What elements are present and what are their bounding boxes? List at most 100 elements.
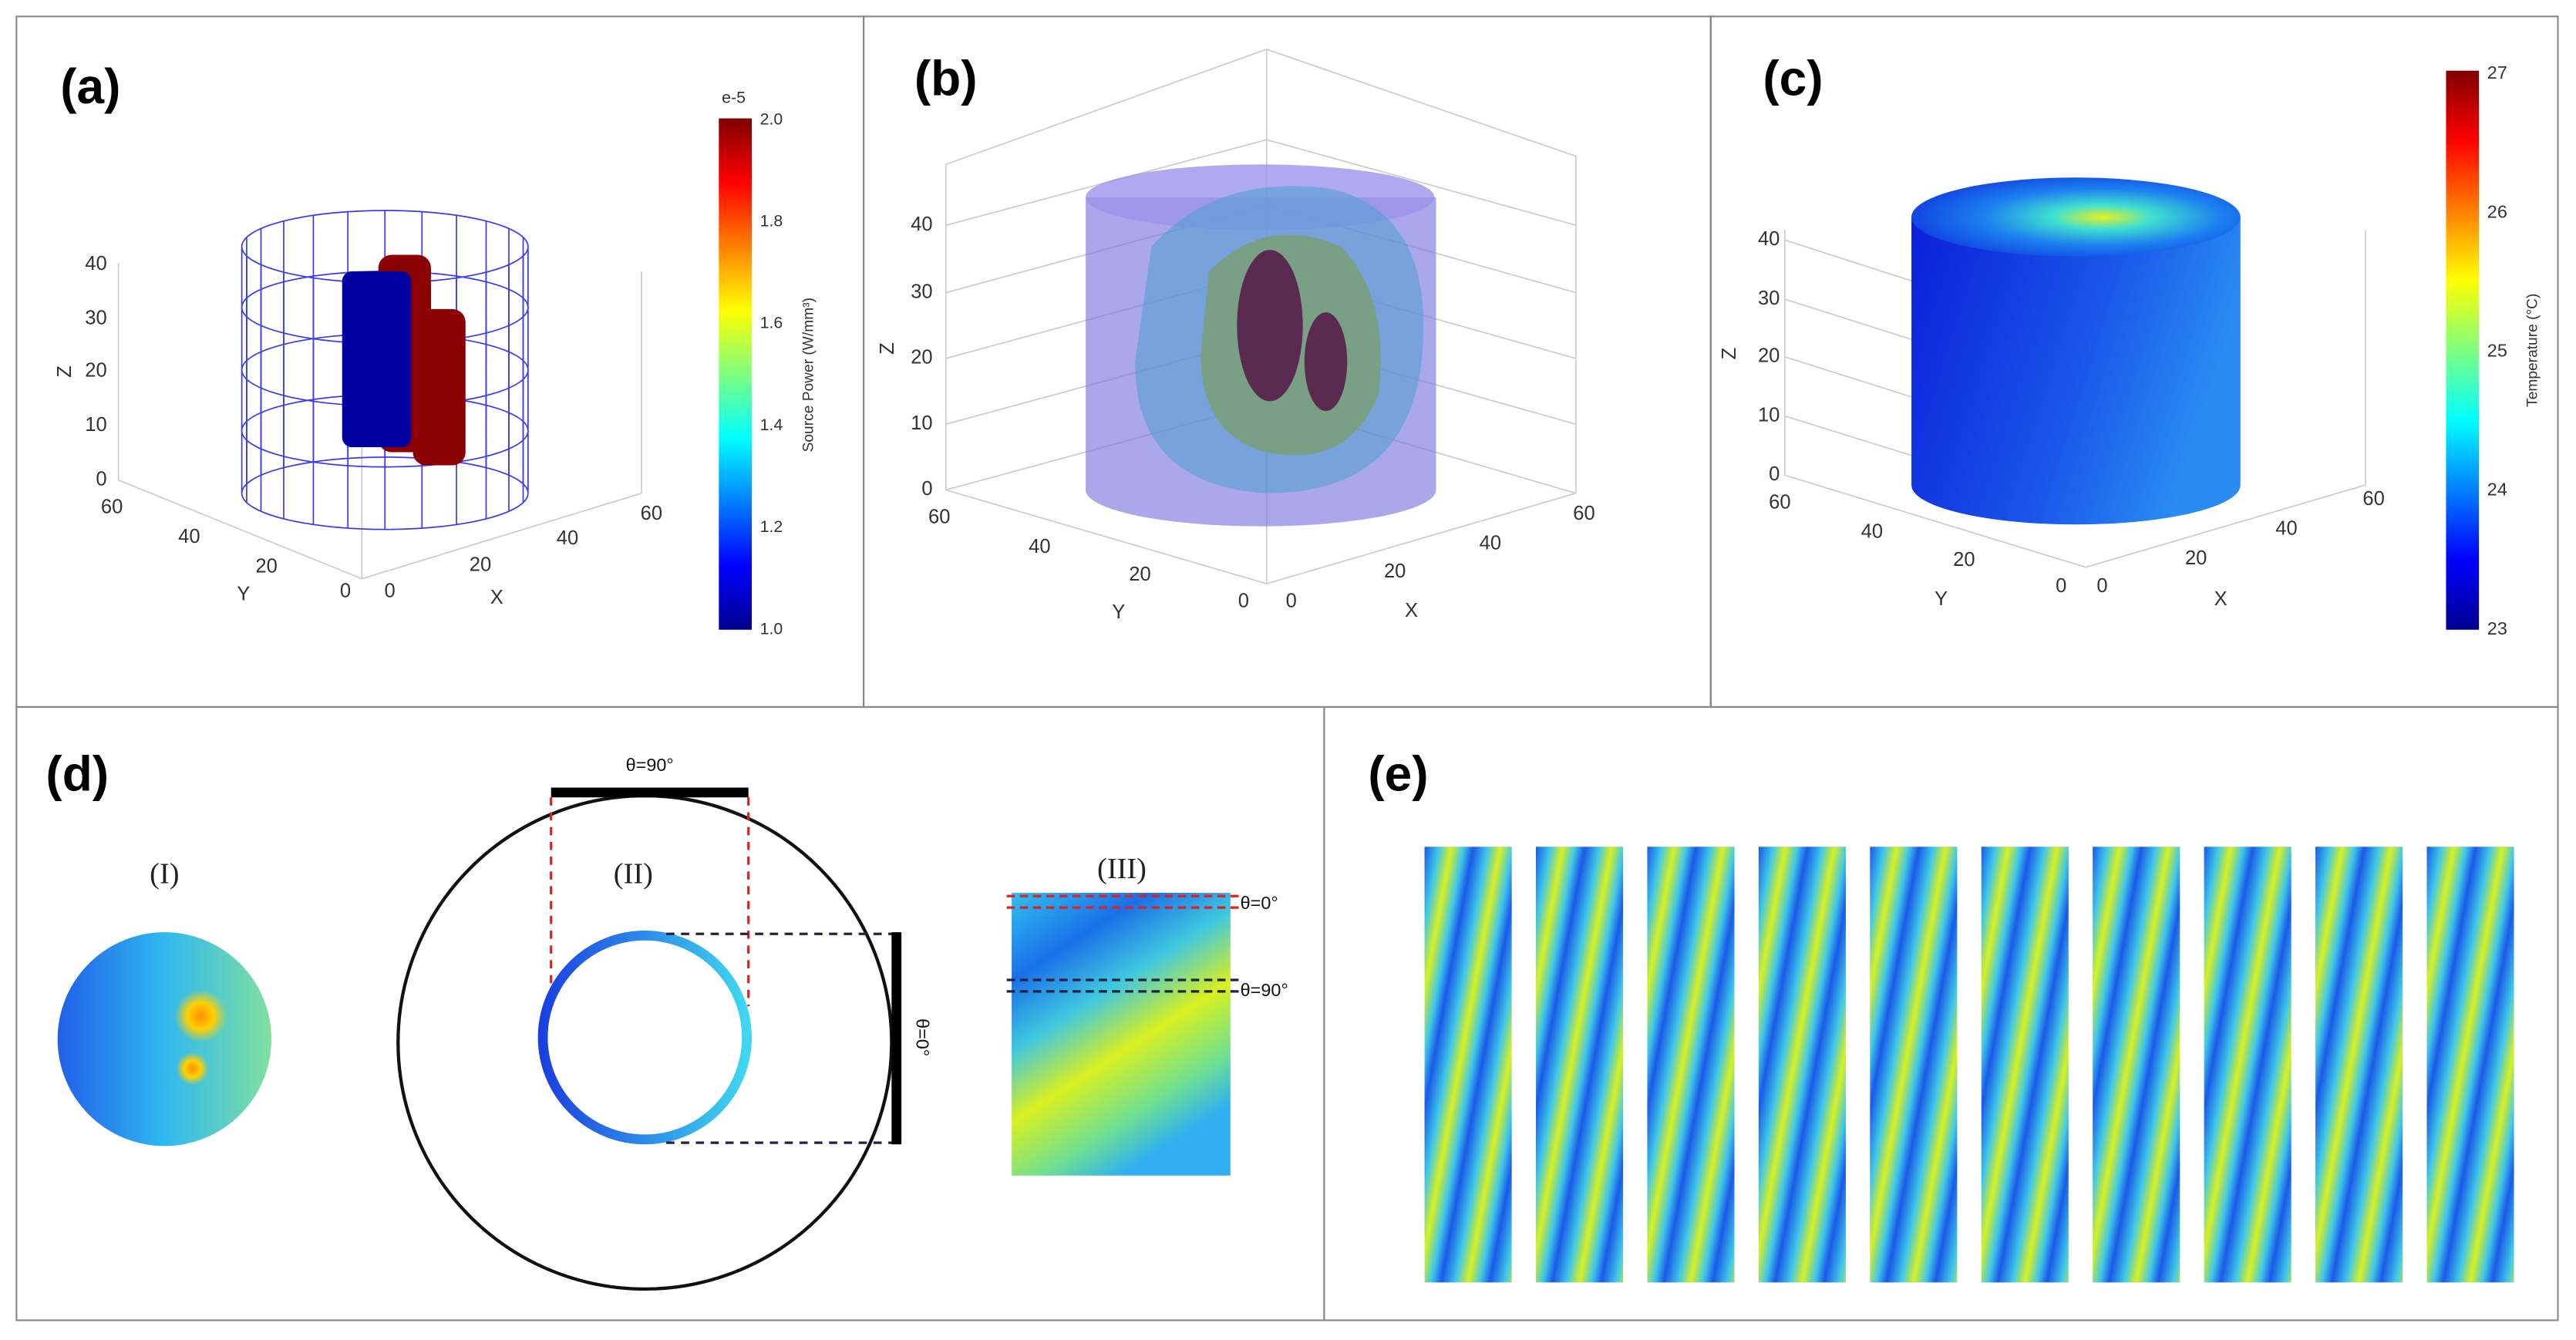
tile [2093, 847, 2180, 1283]
tile [2204, 847, 2291, 1283]
text: 20 [1384, 561, 1406, 582]
text: Y [1935, 588, 1948, 610]
text: θ=0° [1241, 893, 1278, 913]
text: (e) [1368, 746, 1428, 802]
text: 30 [1758, 288, 1780, 309]
tile [2315, 847, 2403, 1283]
text: 1.6 [760, 314, 783, 332]
text: (I) [150, 857, 179, 890]
text: 0 [2096, 575, 2107, 597]
text: 0 [96, 468, 106, 490]
text: (III) [1097, 853, 1147, 885]
text: 60 [2362, 488, 2384, 510]
text: (a) [60, 59, 120, 114]
text: X [2214, 588, 2227, 610]
cylinder-top [1911, 177, 2241, 257]
text: X [490, 587, 503, 608]
text: 20 [85, 360, 106, 382]
line [118, 479, 362, 580]
text: 0 [1286, 590, 1297, 611]
text: 60 [1573, 503, 1594, 524]
text: 10 [85, 414, 106, 436]
line [1784, 474, 2086, 568]
text: θ=90° [626, 755, 674, 775]
text: Y [237, 584, 250, 605]
tile [1981, 847, 2069, 1283]
line [945, 49, 1268, 166]
text: 20 [1758, 345, 1780, 367]
tile [1758, 847, 1846, 1283]
text: 20 [255, 555, 277, 577]
line [1266, 139, 1577, 226]
text: θ=90° [1241, 980, 1288, 1000]
text: 10 [911, 412, 932, 434]
text: 40 [557, 527, 578, 549]
text: Z [877, 342, 898, 355]
text: 30 [85, 307, 106, 328]
text: 0 [1769, 463, 1780, 485]
text: 0 [340, 580, 351, 601]
text: Y [1112, 601, 1125, 623]
text: 24 [2487, 480, 2507, 500]
hotspot [176, 1052, 209, 1086]
text: 40 [85, 253, 106, 274]
text: 60 [928, 507, 950, 528]
colorbar [2446, 70, 2480, 630]
text: 27 [2487, 62, 2507, 82]
text: 1.0 [760, 619, 783, 638]
text: 2.0 [760, 109, 783, 128]
line [362, 492, 642, 580]
text: 20 [911, 347, 932, 369]
text: 40 [1480, 533, 1501, 554]
line [1266, 49, 1577, 157]
tile [1647, 847, 1735, 1283]
text: (c) [1763, 51, 1823, 106]
text: 60 [641, 503, 662, 524]
text: 0 [2056, 575, 2066, 597]
heatmap-disc [57, 932, 272, 1146]
text: 23 [2487, 618, 2507, 638]
text: 1.2 [760, 517, 783, 536]
ring [537, 931, 752, 1145]
text: (II) [614, 857, 653, 890]
text: 40 [178, 526, 200, 547]
line [945, 489, 1268, 584]
text: Temperature (°C) [2525, 294, 2541, 407]
panel-borders [15, 15, 2559, 1321]
colorbar [719, 118, 752, 630]
text: (b) [914, 51, 978, 106]
text: 40 [1861, 521, 1883, 543]
text: 25 [2487, 341, 2507, 361]
line [2085, 484, 2366, 568]
text: 0 [921, 478, 932, 500]
text: 20 [1129, 564, 1150, 585]
text: Source Power (W/mm³) [801, 298, 817, 452]
text: 0 [1238, 590, 1249, 611]
text: 60 [1769, 491, 1790, 513]
text: 40 [2275, 517, 2297, 539]
text: 20 [2185, 547, 2207, 569]
pillar [412, 308, 466, 466]
cylinder [1911, 217, 2241, 525]
text: 1.8 [760, 212, 783, 231]
unwrapped-map [1012, 892, 1231, 1176]
core [1237, 250, 1303, 402]
tile [1424, 847, 1512, 1283]
text: 10 [1758, 404, 1780, 426]
text: 40 [1029, 536, 1050, 557]
tile [1870, 847, 1958, 1283]
text: Z [54, 365, 76, 378]
tile [1536, 847, 1624, 1283]
text: (d) [45, 746, 109, 802]
text: 20 [1953, 549, 1975, 571]
text: 40 [911, 214, 932, 235]
text: θ=0° [913, 1018, 933, 1056]
tile [2426, 847, 2514, 1283]
text: X [1405, 600, 1418, 621]
text: 26 [2487, 201, 2507, 221]
line [1266, 492, 1577, 584]
core [1304, 312, 1348, 412]
pillar [342, 271, 412, 448]
